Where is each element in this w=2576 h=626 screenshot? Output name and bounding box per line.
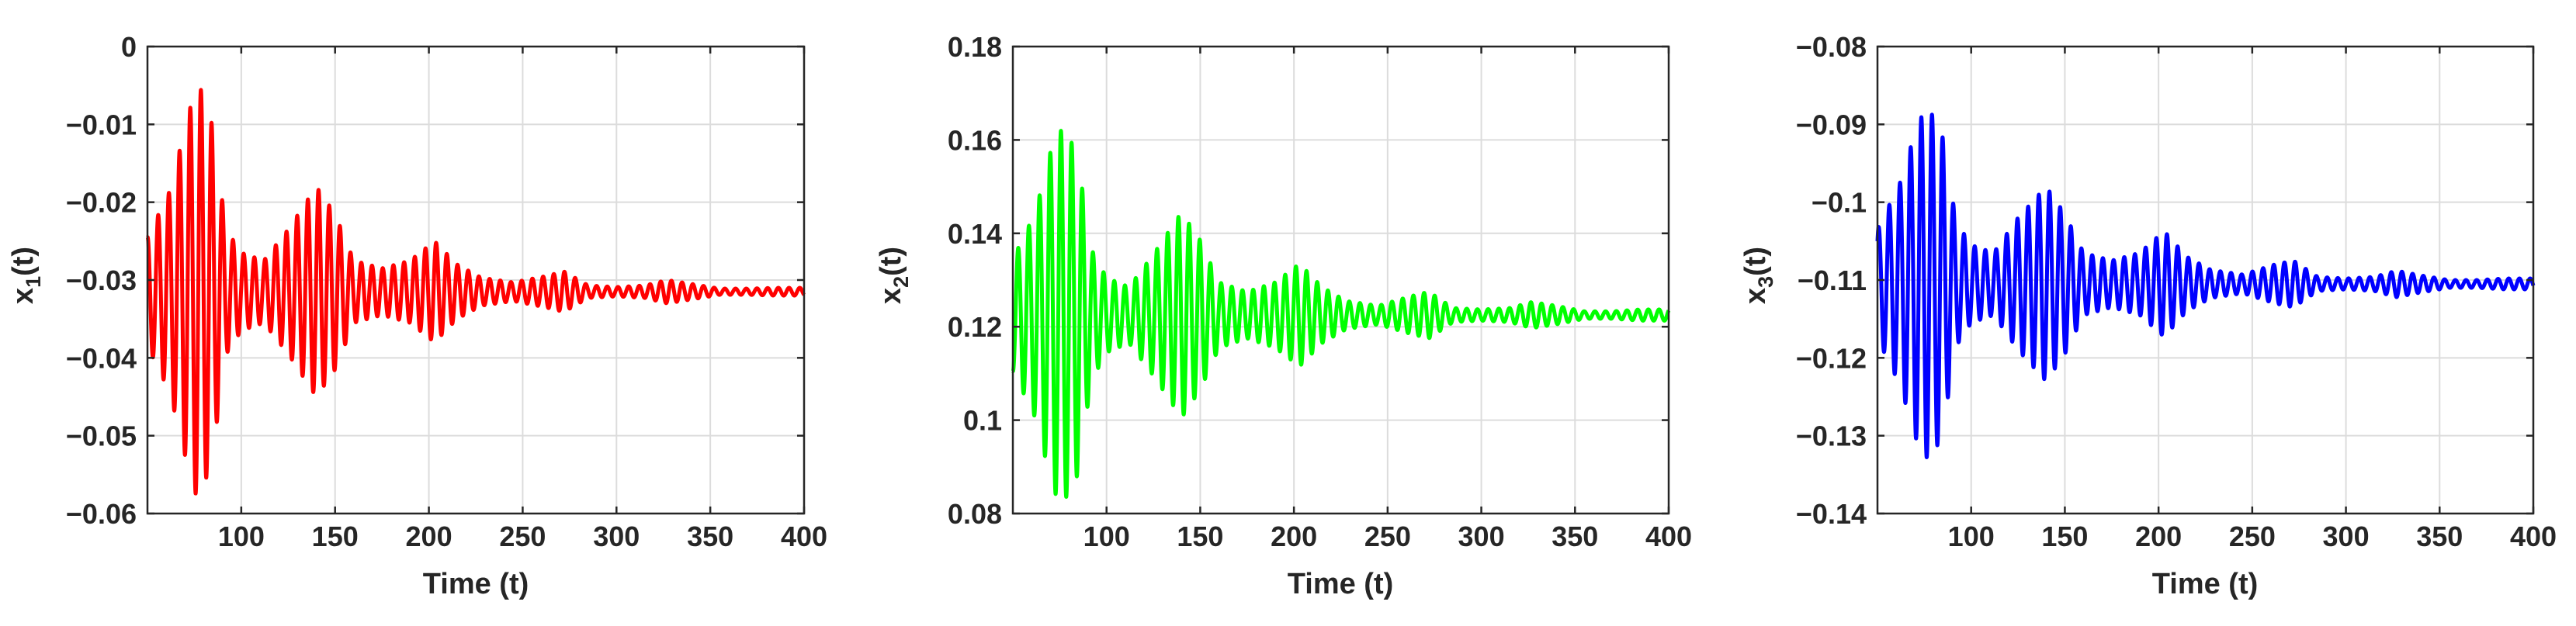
x-tick-label: 200 — [2135, 521, 2182, 552]
panel-x1: x1(t) Time (t) 100 150 200 250 300 350 400 −0.0… — [7, 31, 827, 600]
x-axis-label: Time (t) — [2152, 568, 2259, 600]
y-tick-label: −0.06 — [66, 498, 137, 530]
y-tick-label: 0.12 — [948, 311, 1002, 343]
x-tick-label: 100 — [1948, 521, 1995, 552]
y-tick-label: 0.18 — [948, 31, 1002, 63]
x-tick-label: 150 — [2041, 521, 2088, 552]
y-tick-label: −0.13 — [1796, 420, 1867, 452]
y-tick-label: 0.16 — [948, 124, 1002, 156]
series-line-3 — [1875, 112, 2536, 460]
y-tick-label: 0.1 — [963, 405, 1002, 437]
x-axis-label: Time (t) — [1288, 568, 1394, 600]
x-tick-label: 300 — [1458, 521, 1505, 552]
x-tick-label: 100 — [218, 521, 265, 552]
y-tick-label: −0.14 — [1796, 498, 1867, 530]
x-tick-label: 150 — [1177, 521, 1223, 552]
x-tick-label: 200 — [1271, 521, 1317, 552]
x-axis-label: Time (t) — [423, 568, 529, 600]
y-tick-label: −0.08 — [1796, 31, 1867, 63]
panel-x3: x3(t) Time (t) 100 150 200 250 300 350 400 −0.1… — [1739, 31, 2557, 600]
y-tick-label: −0.04 — [66, 342, 137, 374]
y-axis-label-x3: x3(t) — [1739, 247, 1777, 304]
series-line-1 — [145, 88, 806, 496]
y-tick-label: −0.03 — [66, 265, 137, 296]
x-tick-label: 350 — [687, 521, 733, 552]
panel-x2: x2(t) Time (t) 100 150 200 250 300 350 400 0.08… — [875, 31, 1692, 600]
y-tick-label: 0.08 — [948, 498, 1002, 530]
x-tick-label: 250 — [499, 521, 546, 552]
y-axis-label-x2: x2(t) — [875, 247, 913, 304]
y-tick-label: 0 — [121, 31, 137, 63]
x-tick-label: 100 — [1083, 521, 1130, 552]
x-tick-label: 400 — [2510, 521, 2557, 552]
series-line-2 — [1011, 129, 1671, 499]
y-tick-label: −0.11 — [1798, 265, 1867, 296]
y-axis-label-x1: x1(t) — [7, 247, 45, 304]
x-tick-label: 400 — [781, 521, 827, 552]
x-tick-label: 200 — [406, 521, 452, 552]
x-tick-label: 300 — [2323, 521, 2370, 552]
x-tick-label: 150 — [312, 521, 359, 552]
y-tick-label: −0.09 — [1796, 109, 1867, 140]
y-tick-label: −0.01 — [66, 109, 137, 140]
x-tick-label: 250 — [2229, 521, 2276, 552]
x-tick-label: 350 — [1551, 521, 1598, 552]
y-tick-label: −0.05 — [66, 420, 137, 452]
x-tick-label: 400 — [1645, 521, 1692, 552]
y-tick-label: 0.14 — [948, 218, 1002, 250]
y-tick-label: −0.12 — [1796, 342, 1867, 374]
y-tick-label: −0.02 — [66, 187, 137, 219]
axes-box — [1011, 45, 1670, 515]
x-tick-label: 350 — [2416, 521, 2463, 552]
x-tick-label: 250 — [1364, 521, 1411, 552]
y-tick-label: −0.1 — [1812, 187, 1867, 219]
x-tick-label: 300 — [593, 521, 640, 552]
